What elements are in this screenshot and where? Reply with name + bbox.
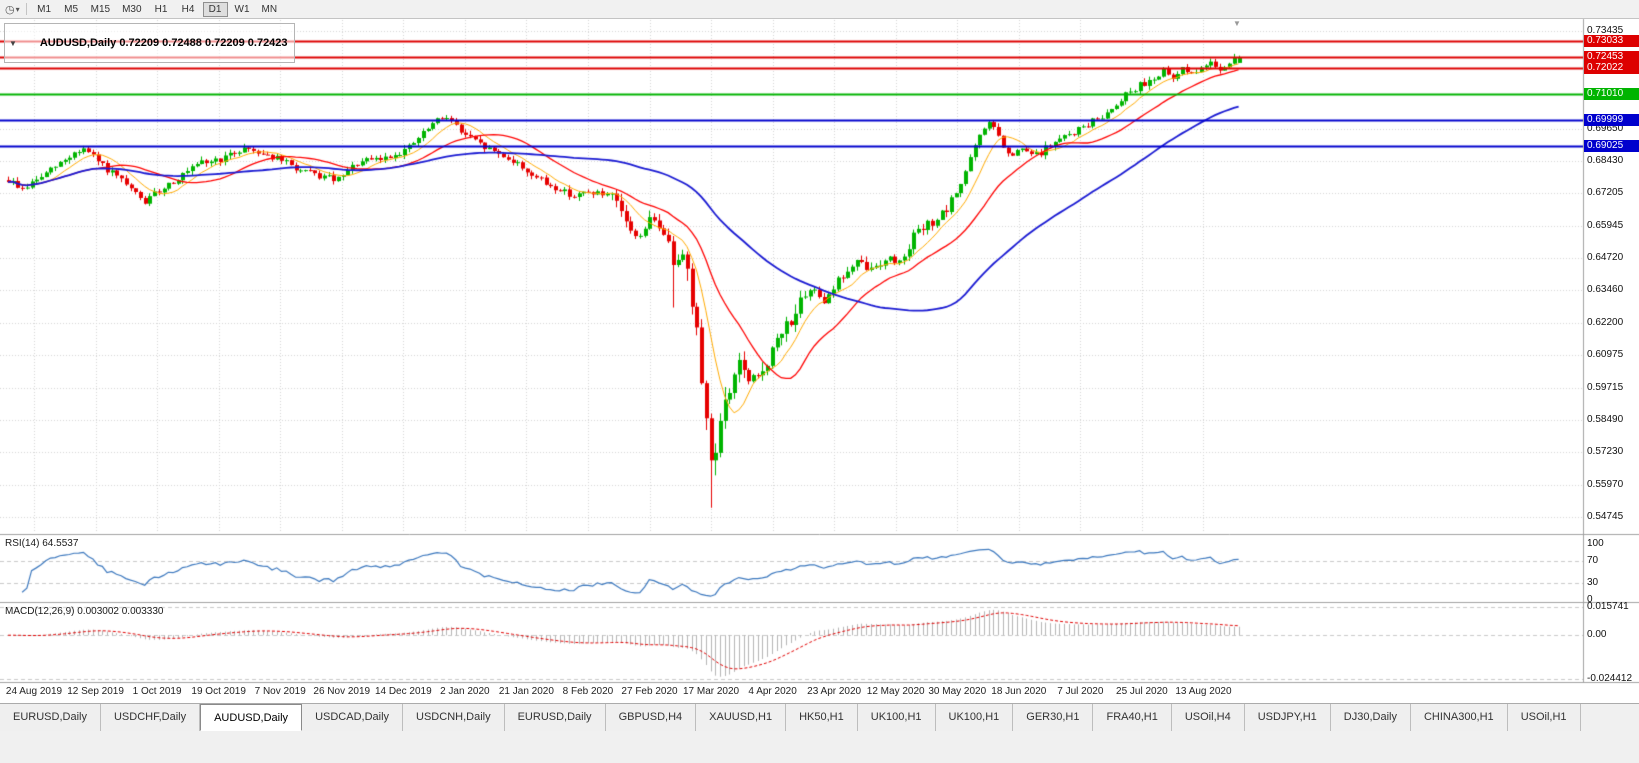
- tab-usdchf-daily[interactable]: USDCHF,Daily: [100, 704, 201, 731]
- price-axis-label: 0.63460: [1587, 284, 1624, 296]
- tab-audusd-daily[interactable]: AUDUSD,Daily: [200, 704, 303, 731]
- dropdown-caret-icon[interactable]: ▾: [15, 4, 20, 14]
- tab-hk50-h1[interactable]: HK50,H1: [786, 704, 858, 731]
- price-axis-label: 0.67205: [1587, 187, 1624, 198]
- price-axis-label: 0.57230: [1587, 446, 1624, 458]
- macd-indicator-label: MACD(12,26,9) 0.003002 0.003330: [5, 606, 164, 617]
- hline-price-tag: 0.72022: [1584, 61, 1639, 74]
- toolbar-separator: [25, 3, 27, 15]
- date-axis-label: 7 Nov 2019: [254, 686, 306, 697]
- date-axis-label: 4 Apr 2020: [748, 686, 797, 697]
- chart-tabs-bar: EURUSD,Daily USDCHF,Daily AUDUSD,Daily USDC…: [0, 703, 1639, 763]
- price-axis-label: 0.62200: [1587, 317, 1624, 329]
- date-axis-label: 2 Jan 2020: [440, 686, 490, 697]
- date-axis-label: 19 Oct 2019: [191, 686, 246, 697]
- timeframe-button-mn[interactable]: MN: [261, 3, 278, 15]
- date-axis-label: 26 Nov 2019: [313, 686, 371, 697]
- tab-usoil-h4[interactable]: USOil,H4: [1171, 704, 1245, 731]
- timeframe-button-h4[interactable]: H4: [181, 3, 195, 15]
- timeframe-button-m30[interactable]: M30: [122, 3, 142, 15]
- price-axis-label: 0.55970: [1587, 479, 1624, 491]
- tab-fra40-h1[interactable]: FRA40,H1: [1093, 704, 1172, 731]
- date-axis-label: 1 Oct 2019: [132, 686, 182, 697]
- tab-usdcnh-daily[interactable]: USDCNH,Daily: [403, 704, 505, 731]
- price-axis-label: 0.73435: [1587, 25, 1624, 36]
- tab-dj30-daily[interactable]: DJ30,Daily: [1330, 704, 1411, 731]
- rsi-level-label: 0: [1587, 594, 1593, 605]
- price-axis[interactable]: 0.73435 0.69650 0.68430 0.67205 0.65945 0.647…: [1584, 19, 1639, 684]
- periodicity-icon[interactable]: ◷: [5, 3, 15, 16]
- tab-ger30-h1[interactable]: GER30,H1: [1013, 704, 1094, 731]
- hline-price-tag: 0.71010: [1584, 88, 1639, 101]
- timeframe-button-m5[interactable]: M5: [64, 3, 79, 15]
- chart-ohlc-values: 0.72209 0.72488 0.72209 0.72423: [116, 37, 288, 49]
- timeframe-button-w1[interactable]: W1: [234, 3, 250, 15]
- date-axis-label: 7 Jul 2020: [1057, 686, 1104, 697]
- macd-level-label: -0.024412: [1587, 673, 1633, 684]
- date-axis-label: 12 Sep 2019: [67, 686, 124, 697]
- tab-eurusd-daily[interactable]: EURUSD,Daily: [504, 704, 606, 731]
- time-axis[interactable]: 24 Aug 2019 12 Sep 2019 1 Oct 2019 19 Oct 2…: [0, 683, 1583, 703]
- rsi-level-label: 70: [1587, 554, 1599, 566]
- tab-eurusd-daily[interactable]: EURUSD,Daily: [0, 704, 101, 731]
- timeframe-buttons: M1 M5 M15 M30 H1 H4 D1 W1 MN: [32, 1, 282, 17]
- date-axis-label: 23 Apr 2020: [807, 686, 862, 697]
- tab-xauusd-h1[interactable]: XAUUSD,H1: [696, 704, 787, 731]
- date-axis-label: 13 Aug 2020: [1175, 686, 1232, 697]
- date-axis-label: 18 Jun 2020: [991, 686, 1047, 697]
- hline-price-tag: 0.69025: [1584, 139, 1639, 152]
- timeframe-button-d1[interactable]: D1: [202, 1, 228, 17]
- tab-usdjpy-h1[interactable]: USDJPY,H1: [1244, 704, 1331, 731]
- hline-price-tag: 0.69999: [1584, 114, 1639, 127]
- date-axis-label: 8 Feb 2020: [562, 686, 614, 697]
- tab-uk100-h1[interactable]: UK100,H1: [935, 704, 1014, 731]
- chart-symbol-label: AUDUSD,Daily: [39, 37, 117, 49]
- chart-shift-marker-icon[interactable]: ▼: [1233, 19, 1241, 28]
- price-axis-label: 0.54745: [1587, 511, 1624, 522]
- price-axis-label: 0.65945: [1587, 219, 1624, 231]
- timeframe-button-m1[interactable]: M1: [37, 3, 52, 15]
- price-axis-label: 0.64720: [1587, 251, 1624, 263]
- hline-price-tag: 0.72453: [1584, 50, 1639, 63]
- price-axis-label: 0.60975: [1587, 349, 1624, 360]
- date-axis-label: 24 Aug 2019: [5, 686, 63, 697]
- tab-uk100-h1[interactable]: UK100,H1: [857, 704, 936, 731]
- date-axis-label: 12 May 2020: [866, 686, 925, 697]
- rsi-level-label: 100: [1587, 538, 1604, 549]
- hline-price-tag: 0.73033: [1584, 35, 1639, 48]
- chart-tabs: EURUSD,Daily USDCHF,Daily AUDUSD,Daily USDC…: [0, 704, 1639, 731]
- timeframe-button-h1[interactable]: H1: [154, 3, 168, 15]
- rsi-level-label: 30: [1587, 577, 1599, 589]
- date-axis-label: 17 Mar 2020: [682, 686, 740, 697]
- macd-level-label: 0.015741: [1587, 601, 1629, 612]
- date-axis-label: 14 Dec 2019: [374, 686, 432, 697]
- timeframe-toolbar: ◷ ▾ M1 M5 M15 M30 H1 H4 D1 W1 MN: [0, 0, 1639, 19]
- date-axis-label: 27 Feb 2020: [621, 686, 678, 697]
- date-axis-label: 30 May 2020: [928, 686, 987, 697]
- price-axis-label: 0.59715: [1587, 381, 1624, 393]
- macd-level-label: 0.00: [1587, 629, 1607, 641]
- tab-usdcad-daily[interactable]: USDCAD,Daily: [302, 704, 404, 731]
- tab-gbpusd-h4[interactable]: GBPUSD,H4: [605, 704, 697, 731]
- date-axis-label: 25 Jul 2020: [1116, 686, 1168, 697]
- one-click-trading-caret-icon[interactable]: ▼: [9, 38, 17, 48]
- date-axis-label: 21 Jan 2020: [498, 686, 554, 697]
- chart-title-box: ▼ AUDUSD,Daily 0.72209 0.72488 0.72209 0…: [4, 23, 295, 63]
- tab-china300-h1[interactable]: CHINA300,H1: [1410, 704, 1508, 731]
- timeframe-button-m15[interactable]: M15: [90, 3, 111, 15]
- price-axis-label: 0.69650: [1587, 123, 1624, 135]
- rsi-indicator-label: RSI(14) 64.5537: [5, 538, 79, 549]
- tab-usoil-h1[interactable]: USOil,H1: [1507, 704, 1581, 731]
- price-axis-label: 0.68430: [1587, 155, 1624, 167]
- price-axis-label: 0.58490: [1587, 413, 1624, 425]
